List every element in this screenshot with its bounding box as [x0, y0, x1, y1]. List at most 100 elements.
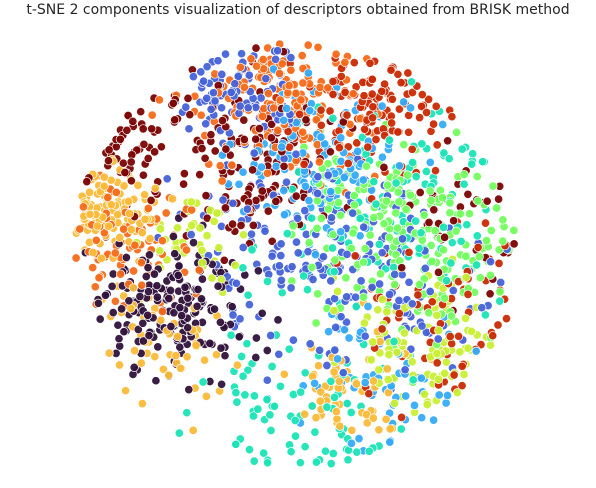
data-point — [405, 111, 413, 119]
data-point — [297, 388, 305, 396]
data-point — [331, 346, 339, 354]
data-point — [378, 87, 386, 95]
data-point — [452, 128, 460, 136]
data-point — [244, 291, 252, 299]
data-point — [380, 220, 388, 228]
data-point — [422, 108, 430, 116]
data-point — [275, 69, 283, 77]
data-point — [439, 120, 447, 128]
data-point — [158, 237, 166, 245]
data-point — [144, 263, 152, 271]
data-point — [405, 248, 413, 256]
data-point — [415, 280, 423, 288]
data-point — [304, 248, 312, 256]
data-point — [400, 140, 408, 148]
data-point — [85, 188, 93, 196]
data-point — [482, 236, 490, 244]
data-point — [439, 246, 447, 254]
data-point — [440, 233, 448, 241]
data-point — [327, 187, 335, 195]
data-point — [276, 382, 284, 390]
data-point — [176, 343, 184, 351]
data-point — [120, 182, 128, 190]
data-point — [163, 175, 171, 183]
data-point — [270, 104, 278, 112]
data-point — [307, 214, 315, 222]
data-point — [86, 210, 94, 218]
data-point — [393, 348, 401, 356]
data-point — [206, 339, 214, 347]
data-point — [155, 96, 163, 104]
data-point — [216, 318, 224, 326]
data-point — [293, 214, 301, 222]
data-point — [410, 401, 418, 409]
data-point — [179, 180, 187, 188]
data-point — [408, 145, 416, 153]
data-point — [375, 280, 383, 288]
data-point — [364, 302, 372, 310]
data-point — [138, 399, 146, 407]
data-point — [351, 293, 359, 301]
data-point — [250, 392, 258, 400]
data-point — [401, 366, 409, 374]
data-point — [165, 371, 173, 379]
data-point — [263, 395, 271, 403]
data-point — [327, 459, 335, 467]
data-point — [198, 259, 206, 267]
data-point — [250, 149, 258, 157]
data-point — [404, 128, 412, 136]
data-point — [385, 290, 393, 298]
data-point — [329, 449, 337, 457]
data-point — [221, 50, 229, 58]
scatter-points — [72, 40, 518, 468]
data-point — [183, 409, 191, 417]
data-point — [460, 170, 468, 178]
data-point — [497, 278, 505, 286]
data-point — [315, 346, 323, 354]
data-point — [390, 280, 398, 288]
data-point — [458, 145, 466, 153]
data-point — [264, 89, 272, 97]
data-point — [349, 209, 357, 217]
data-point — [408, 158, 416, 166]
data-point — [211, 97, 219, 105]
data-point — [496, 288, 504, 296]
data-point — [352, 302, 360, 310]
data-point — [127, 177, 135, 185]
data-point — [252, 135, 260, 143]
data-point — [228, 161, 236, 169]
data-point — [144, 287, 152, 295]
data-point — [378, 295, 386, 303]
data-point — [294, 249, 302, 257]
data-point — [446, 209, 454, 217]
data-point — [153, 293, 161, 301]
data-point — [372, 135, 380, 143]
data-point — [299, 79, 307, 87]
data-point — [337, 228, 345, 236]
data-point — [394, 128, 402, 136]
data-point — [341, 88, 349, 96]
data-point — [287, 284, 295, 292]
data-point — [145, 251, 153, 259]
data-point — [462, 252, 470, 260]
data-point — [327, 214, 335, 222]
data-point — [89, 248, 97, 256]
data-point — [350, 58, 358, 66]
data-point — [296, 459, 304, 467]
data-point — [324, 205, 332, 213]
data-point — [448, 239, 456, 247]
data-point — [105, 146, 113, 154]
data-point — [496, 297, 504, 305]
data-point — [79, 203, 87, 211]
data-point — [481, 219, 489, 227]
data-point — [289, 336, 297, 344]
data-point — [254, 267, 262, 275]
data-point — [266, 411, 274, 419]
data-point — [189, 426, 197, 434]
data-point — [360, 223, 368, 231]
data-point — [250, 457, 258, 465]
data-point — [335, 144, 343, 152]
data-point — [309, 275, 317, 283]
data-point — [239, 372, 247, 380]
